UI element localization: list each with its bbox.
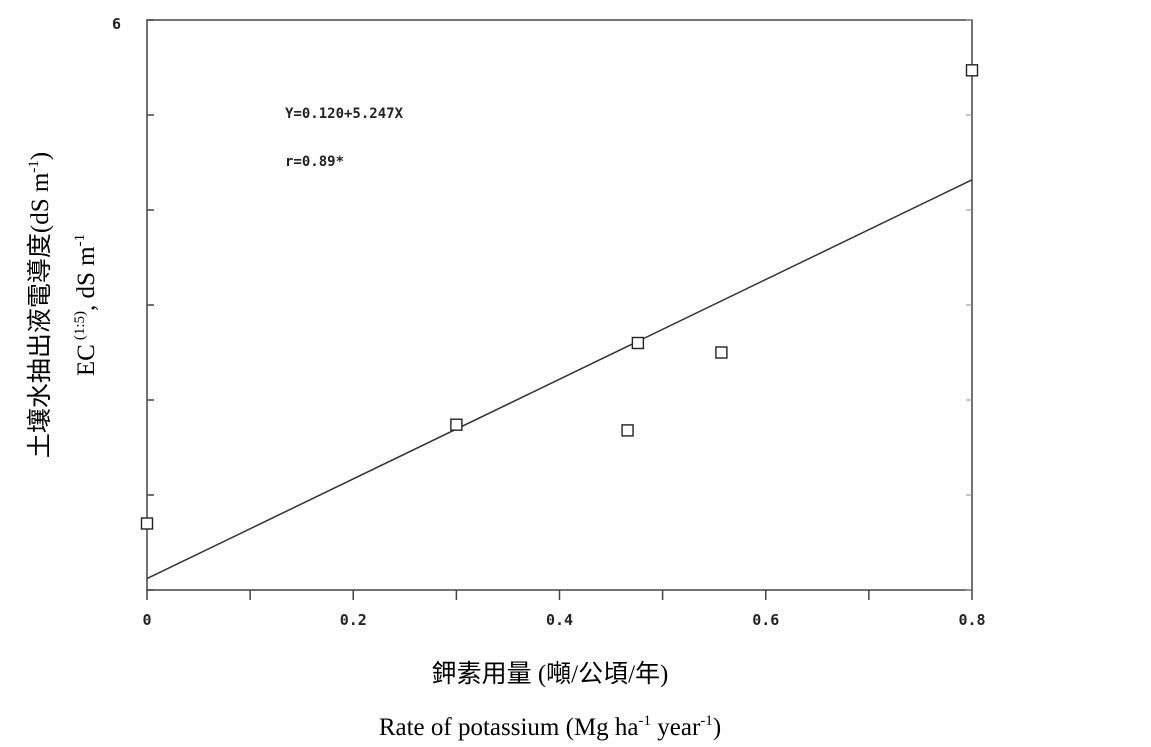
x-tick-label: 0.6 bbox=[752, 611, 779, 629]
y-tick-label-6: 6 bbox=[112, 15, 121, 33]
data-points bbox=[140, 64, 979, 530]
x-tick-labels: 0 0.2 0.4 0.6 0.8 bbox=[142, 611, 985, 629]
equation-annotation: Y=0.120+5.247X bbox=[285, 106, 404, 122]
data-point bbox=[965, 64, 979, 77]
x-tick-label: 0.4 bbox=[546, 611, 573, 629]
y-ticks bbox=[147, 19, 972, 591]
x-ticks bbox=[146, 590, 973, 600]
data-point bbox=[450, 418, 463, 431]
y-axis-label-english: EC(1:5), dS m-1 bbox=[72, 234, 100, 376]
x-tick-label: 0.2 bbox=[340, 611, 367, 629]
plot-frame bbox=[146, 19, 973, 591]
x-axis-label-chinese: 鉀素用量 (噸/公頃/年) bbox=[432, 660, 669, 688]
data-point bbox=[631, 336, 645, 350]
x-axis-label-english: Rate of potassium (Mg ha-1 year-1) bbox=[379, 713, 721, 741]
y-axis-label-chinese: 土壤水抽出液電導度(dS m-1) bbox=[26, 152, 54, 458]
data-point bbox=[621, 424, 634, 437]
data-point bbox=[715, 346, 728, 359]
regression-line bbox=[146, 179, 973, 580]
data-point bbox=[140, 517, 154, 530]
correlation-annotation: r=0.89* bbox=[285, 154, 344, 170]
x-tick-label: 0 bbox=[142, 611, 151, 629]
x-tick-label: 0.8 bbox=[958, 611, 985, 629]
